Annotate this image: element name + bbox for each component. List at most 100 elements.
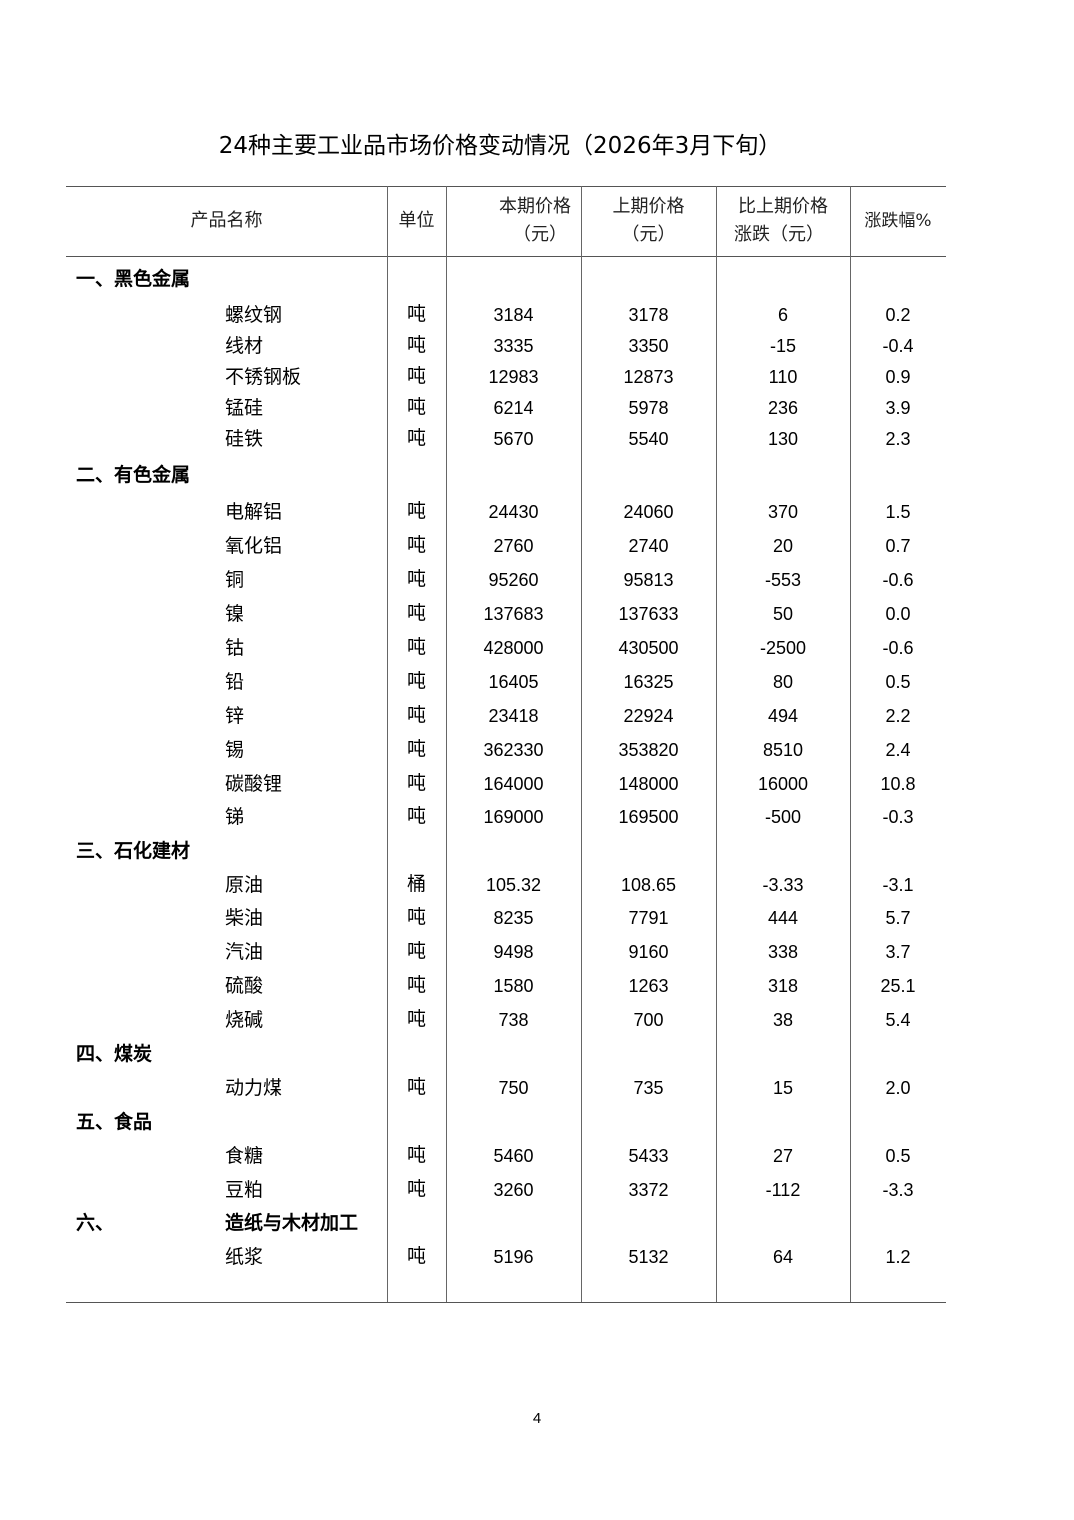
product-name: 线材 (225, 335, 264, 357)
cell-unit: 吨 (406, 428, 426, 449)
cell-pct: 25.1 (880, 976, 916, 996)
cell-unit: 吨 (406, 773, 426, 794)
product-name: 电解铝 (225, 501, 283, 523)
cell-previous: 2740 (628, 536, 669, 556)
product-name: 锌 (225, 705, 245, 727)
cell-current: 738 (498, 1010, 529, 1030)
cell-unit: 吨 (406, 304, 426, 325)
cell-change: 6 (777, 305, 788, 325)
section-heading: 二、有色金属 (76, 464, 191, 486)
cell-previous: 5540 (628, 429, 669, 449)
cell-pct: 0.0 (885, 604, 911, 624)
header-current-line1: 本期价格 (499, 196, 571, 217)
cell-unit: 吨 (406, 1246, 426, 1267)
product-name: 氧化铝 (225, 535, 283, 557)
product-name: 锡 (225, 739, 245, 761)
cell-pct: 3.7 (885, 942, 911, 962)
table-bottom-rule (66, 1302, 946, 1303)
cell-previous: 5978 (628, 398, 669, 418)
cell-pct: 0.2 (885, 305, 911, 325)
cell-pct: -0.6 (882, 570, 914, 590)
header-current-line2: （元） (513, 224, 567, 245)
cell-change: -15 (769, 336, 796, 356)
cell-unit: 吨 (406, 501, 426, 522)
product-name: 铅 (225, 671, 245, 693)
product-name: 碳酸锂 (225, 773, 283, 795)
cell-previous: 700 (633, 1010, 664, 1030)
cell-unit: 吨 (406, 739, 426, 760)
cell-current: 5670 (493, 429, 534, 449)
header-previous-line1: 上期价格 (612, 196, 685, 217)
cell-previous: 16325 (623, 672, 674, 692)
table-top-rule (66, 186, 946, 187)
cell-current: 362330 (483, 740, 544, 760)
cell-change: 80 (772, 672, 794, 692)
cell-pct: 3.9 (885, 398, 911, 418)
cell-current: 6214 (493, 398, 534, 418)
cell-unit: 吨 (406, 806, 426, 827)
cell-unit: 吨 (406, 671, 426, 692)
cell-change: 16000 (757, 774, 809, 794)
cell-pct: -0.6 (882, 638, 914, 658)
header-name: 产品名称 (190, 210, 263, 231)
column-divider (446, 186, 447, 1302)
page-number: 4 (532, 1410, 542, 1427)
cell-current: 2760 (493, 536, 534, 556)
section-heading: 一、黑色金属 (76, 268, 191, 290)
cell-pct: 2.3 (885, 429, 911, 449)
product-name: 食糖 (225, 1145, 264, 1167)
product-name: 锰硅 (225, 397, 264, 419)
product-name: 钴 (225, 637, 245, 659)
cell-unit: 吨 (406, 397, 426, 418)
cell-current: 5196 (493, 1247, 534, 1267)
product-name: 柴油 (225, 907, 264, 929)
cell-pct: 0.5 (885, 672, 911, 692)
cell-current: 23418 (488, 706, 539, 726)
cell-current: 95260 (488, 570, 539, 590)
header-unit: 单位 (398, 210, 435, 231)
cell-current: 105.32 (485, 875, 542, 895)
cell-current: 8235 (493, 908, 534, 928)
cell-unit: 吨 (406, 941, 426, 962)
product-name: 锑 (225, 806, 245, 828)
cell-previous: 735 (633, 1078, 664, 1098)
cell-unit: 吨 (406, 366, 426, 387)
cell-unit: 吨 (406, 1077, 426, 1098)
cell-pct: -3.3 (882, 1180, 914, 1200)
section-heading: 四、煤炭 (76, 1043, 153, 1065)
cell-change: 338 (767, 942, 799, 962)
header-change-line2: 涨跌（元） (734, 224, 824, 245)
product-name: 硅铁 (225, 428, 264, 450)
column-divider (387, 186, 388, 1302)
cell-unit: 桶 (406, 874, 426, 895)
cell-unit: 吨 (406, 637, 426, 658)
cell-change: -3.33 (762, 875, 804, 895)
cell-change: 38 (772, 1010, 794, 1030)
cell-pct: 0.7 (885, 536, 911, 556)
section-heading-name: 造纸与木材加工 (225, 1212, 359, 1234)
cell-unit: 吨 (406, 569, 426, 590)
cell-previous: 169500 (618, 807, 679, 827)
cell-current: 1580 (493, 976, 534, 996)
cell-pct: 5.7 (885, 908, 911, 928)
section-heading: 五、食品 (76, 1111, 153, 1133)
cell-change: 8510 (762, 740, 804, 760)
cell-change: 318 (767, 976, 799, 996)
cell-change: 370 (767, 502, 799, 522)
cell-previous: 1263 (628, 976, 669, 996)
cell-unit: 吨 (406, 975, 426, 996)
cell-pct: -0.4 (882, 336, 914, 356)
cell-current: 3184 (493, 305, 534, 325)
cell-change: 50 (772, 604, 794, 624)
cell-unit: 吨 (406, 335, 426, 356)
cell-previous: 430500 (618, 638, 679, 658)
cell-change: 130 (767, 429, 799, 449)
cell-previous: 3350 (628, 336, 669, 356)
cell-previous: 24060 (623, 502, 674, 522)
cell-change: 15 (772, 1078, 794, 1098)
cell-pct: 0.5 (885, 1146, 911, 1166)
header-current: 本期价格 （元） (446, 193, 581, 249)
cell-previous: 148000 (618, 774, 679, 794)
cell-change: -2500 (759, 638, 807, 658)
column-divider (581, 186, 582, 1302)
